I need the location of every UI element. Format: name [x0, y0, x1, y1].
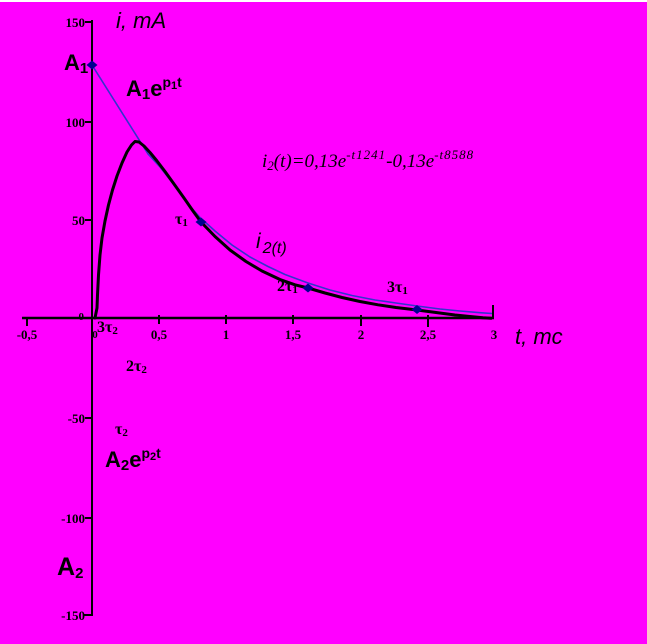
x-tick-2: 2	[357, 327, 365, 342]
label-curve-rest: 2(t)	[262, 240, 287, 257]
x-tick-05: 0,5	[150, 327, 168, 342]
label-3tau2: 3τ2	[97, 319, 118, 337]
label-2tau1-sub: 1	[292, 284, 298, 296]
y-tick-50: 50	[72, 213, 85, 228]
y-tick-100: 100	[65, 115, 86, 130]
y-tick-150: 150	[65, 15, 86, 30]
label-2tau1: 2τ1	[277, 278, 298, 296]
label-tau2: τ2	[115, 421, 128, 439]
label-A2-exp-p: p	[141, 445, 151, 461]
label-A2-exp-sup: p2t	[141, 445, 161, 463]
formula-sub: 2	[267, 158, 274, 173]
label-2tau1-pre: 2	[277, 278, 285, 295]
x-tick-3: 3	[490, 327, 498, 342]
label-A2-base: A	[57, 553, 76, 581]
label-A2-sub: 2	[75, 565, 84, 582]
label-tau2-tau: τ	[115, 421, 123, 438]
x-axis-ticks	[26, 305, 494, 327]
label-A1-exp-basesub: 1	[141, 86, 151, 103]
label-A1-exp: A1ep1t	[126, 74, 182, 103]
label-3tau1-pre: 3	[387, 279, 395, 296]
label-3tau2-tau: τ	[105, 319, 113, 336]
y-axis-title: i, mA	[116, 8, 167, 33]
x-axis-title: t, mc	[515, 324, 563, 349]
x-tick-25: 2,5	[419, 327, 437, 342]
formula-exp1: -t1241	[346, 147, 387, 162]
label-curve-i: i	[256, 230, 261, 253]
formula-annotation: i2(t)=0,13e-t1241-0,13e-t8588	[262, 148, 474, 173]
label-2tau2: 2τ2	[126, 358, 147, 376]
label-curve-i2: i 2(t)	[256, 230, 287, 257]
label-A1: A1	[64, 50, 88, 76]
label-A1-exp-base: A	[126, 76, 142, 101]
label-A2-exp: A2ep2t	[105, 445, 161, 474]
label-2tau2-pre: 2	[126, 358, 134, 375]
label-A1-sub: 1	[79, 60, 89, 77]
y-axis-ticks	[84, 21, 92, 616]
label-A2-exp-base: A	[105, 447, 121, 472]
x-tick-n05: -0,5	[16, 327, 38, 342]
y-tick-n150: -150	[61, 608, 85, 623]
x-tick-15: 1,5	[284, 327, 302, 342]
label-A2-exp-e: e	[129, 447, 142, 472]
label-A2: A2	[57, 553, 83, 582]
x-tick-0: 0	[92, 329, 98, 341]
formula-exp2: -t8588	[434, 147, 475, 162]
label-2tau1-tau: τ	[285, 278, 293, 295]
marker-tau1	[195, 217, 207, 227]
formula-body2: -0,13e	[386, 151, 435, 172]
label-3tau1-sub: 1	[402, 285, 408, 297]
label-3tau2-sub: 2	[112, 325, 118, 337]
window-edge	[0, 0, 647, 2]
label-3tau1-tau: τ	[395, 279, 403, 296]
x-tick-1: 1	[222, 327, 230, 342]
label-2tau2-sub: 2	[141, 364, 147, 376]
label-3tau2-pre: 3	[97, 319, 105, 336]
label-A2-exp-t: t	[156, 445, 161, 461]
label-A1-exp-e: e	[150, 76, 163, 101]
label-A1-base: A	[64, 50, 80, 75]
label-tau1-sub: 1	[182, 217, 188, 229]
label-2tau2-tau: τ	[134, 358, 142, 375]
formula-i: i	[262, 151, 268, 172]
label-A2-exp-psub: 2	[150, 451, 157, 463]
label-tau1-tau: τ	[175, 211, 183, 228]
label-A1-exp-sup: p1t	[162, 74, 182, 92]
exp-envelope-line	[91, 64, 493, 315]
label-A1-exp-p: p	[162, 74, 172, 90]
label-tau1: τ1	[175, 211, 188, 229]
curve-i2	[93, 140, 493, 320]
label-tau2-sub: 2	[122, 427, 128, 439]
data-markers	[86, 60, 423, 314]
marker-3tau1	[411, 305, 423, 314]
label-A1-exp-psub: 1	[171, 80, 178, 92]
label-3tau1: 3τ1	[387, 279, 408, 297]
marker-A1	[86, 60, 98, 70]
y-tick-0: 0	[78, 311, 85, 323]
label-A1-exp-t: t	[177, 74, 182, 90]
y-tick-n50: -50	[67, 411, 85, 426]
label-A2-exp-basesub: 2	[120, 457, 130, 474]
formula-body1: (t)=0,13e	[273, 151, 347, 172]
y-tick-n100: -100	[61, 511, 85, 526]
marker-2tau1	[302, 283, 314, 293]
